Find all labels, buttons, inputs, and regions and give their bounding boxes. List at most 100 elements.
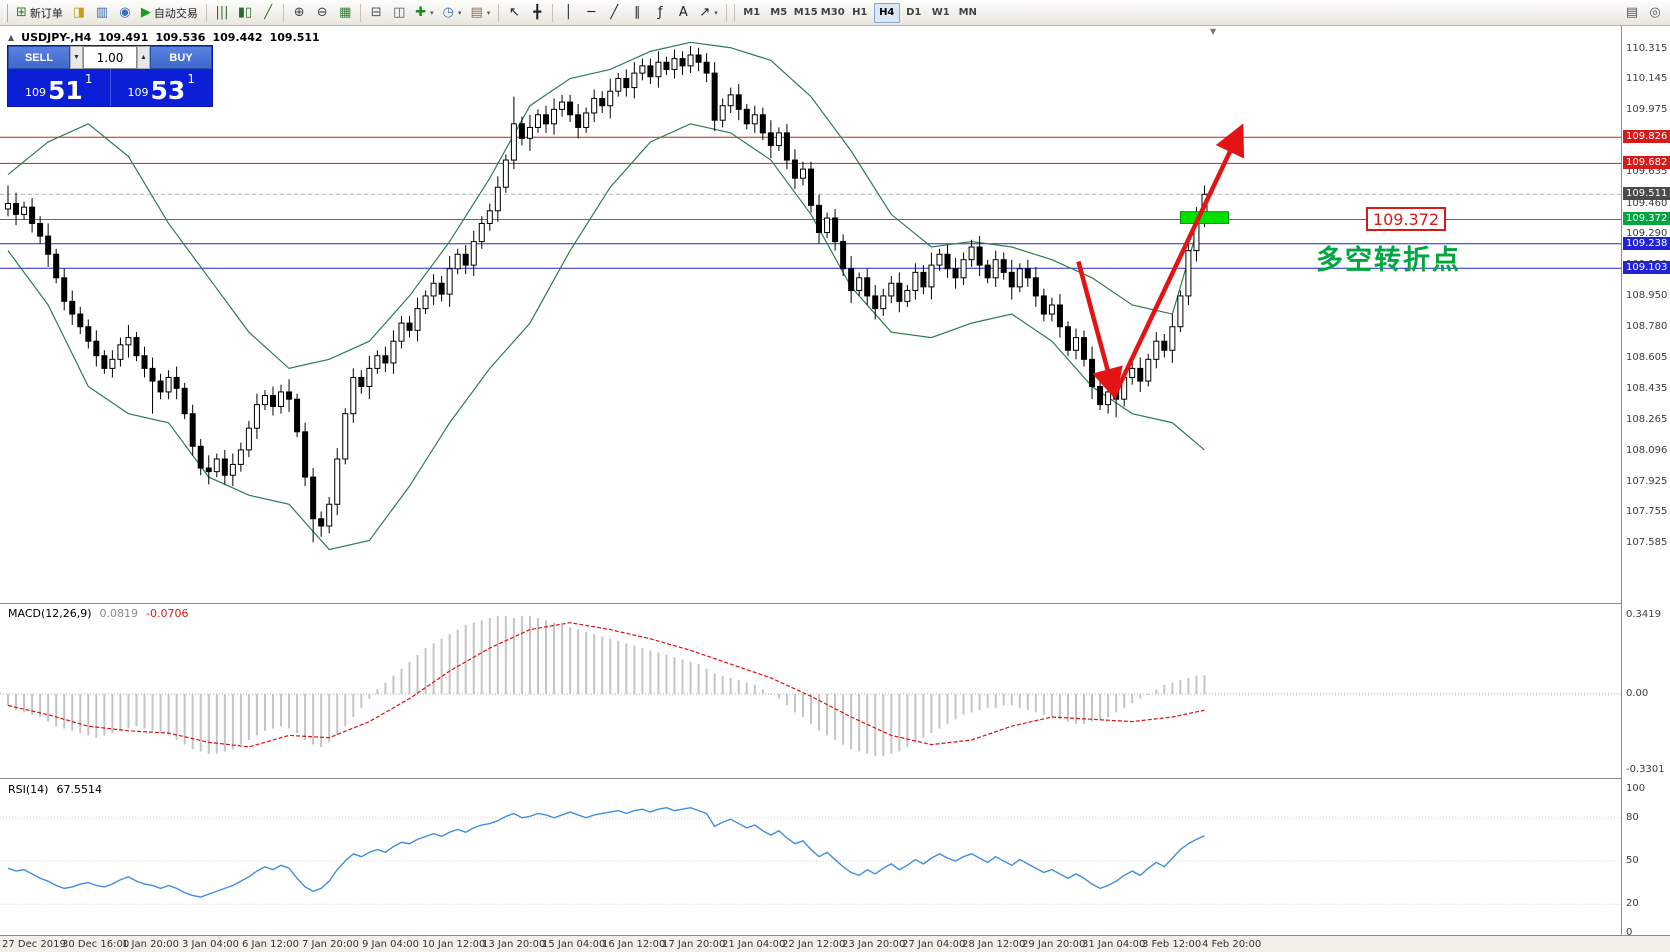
autotrading-button[interactable]: ▶ 自动交易 bbox=[137, 2, 202, 23]
terminal-icon[interactable]: ◉ bbox=[114, 2, 136, 23]
market-watch-icon[interactable]: ◨ bbox=[68, 2, 90, 23]
grid-icon[interactable]: ▦ bbox=[334, 2, 356, 23]
candle bbox=[390, 340, 397, 364]
zoom-in-icon[interactable]: ⊕ bbox=[288, 2, 310, 23]
price-level-flag[interactable]: 109.372 bbox=[1366, 207, 1446, 231]
macd-indicator-canvas[interactable] bbox=[0, 604, 1622, 778]
tf-h1[interactable]: H1 bbox=[847, 3, 873, 23]
vertical-line-button[interactable]: │ bbox=[557, 2, 579, 23]
price-line-tag-109.826: 109.826 bbox=[1623, 130, 1670, 144]
volume-increase-button[interactable]: ▲ bbox=[137, 46, 150, 69]
price-line-tag-109.682: 109.682 bbox=[1623, 156, 1670, 170]
tf-m30[interactable]: M30 bbox=[820, 3, 846, 23]
candle bbox=[318, 518, 325, 527]
rsi-indicator-canvas[interactable] bbox=[0, 779, 1622, 935]
timeframe-toolbar: M1 M5 M15 M30 H1 H4 D1 W1 MN bbox=[739, 2, 981, 23]
candle bbox=[888, 282, 895, 297]
tf-h4[interactable]: H4 bbox=[873, 2, 900, 23]
candlestick-chart-icon[interactable]: ▮▯ bbox=[234, 2, 256, 23]
navigator-icon[interactable]: ▥ bbox=[91, 2, 113, 23]
collapse-trade-panel-icon[interactable]: ▲ bbox=[8, 33, 15, 42]
time-axis-label: 17 Jan 20:00 bbox=[662, 939, 726, 950]
time-axis-label: 27 Jan 04:00 bbox=[902, 939, 966, 950]
crosshair-button[interactable]: ╋ bbox=[526, 2, 548, 23]
candle bbox=[21, 206, 28, 215]
tf-w1[interactable]: W1 bbox=[928, 3, 954, 23]
candle bbox=[29, 206, 36, 224]
macd-name: MACD(12,26,9) bbox=[8, 607, 92, 620]
candle bbox=[85, 326, 92, 342]
tf-m15[interactable]: M15 bbox=[793, 3, 819, 23]
candle bbox=[1105, 391, 1112, 406]
sell-button[interactable]: SELL bbox=[8, 46, 70, 69]
up-trend-arrow[interactable] bbox=[1112, 123, 1245, 397]
camera-icon[interactable]: ◎ bbox=[1644, 2, 1666, 23]
chart-settings-button[interactable]: ▤ ▾ bbox=[467, 2, 495, 23]
periods-button: ◷ bbox=[442, 5, 454, 20]
price-chart-canvas[interactable] bbox=[0, 26, 1622, 603]
ask-price[interactable]: 109 53 1 bbox=[111, 69, 213, 106]
cascade-windows-icon[interactable]: ◫ bbox=[388, 2, 410, 23]
candle bbox=[1064, 326, 1071, 351]
zoom-out-icon[interactable]: ⊖ bbox=[311, 2, 333, 23]
panel-separator[interactable] bbox=[0, 603, 1670, 604]
candle bbox=[928, 264, 935, 288]
tf-mn[interactable]: MN bbox=[955, 3, 981, 23]
line-chart-icon: ╱ bbox=[264, 5, 273, 20]
macd-signal-value: -0.0706 bbox=[146, 607, 189, 620]
text-button[interactable]: A bbox=[672, 2, 694, 23]
volume-decrease-button[interactable]: ▼ bbox=[70, 46, 83, 69]
arrow-tools-button[interactable]: ↗ ▾ bbox=[695, 2, 721, 23]
toolbar-divider bbox=[360, 3, 362, 22]
time-axis-label: 10 Jan 12:00 bbox=[422, 939, 486, 950]
candle bbox=[494, 186, 501, 212]
cursor-button[interactable]: ↖ bbox=[503, 2, 525, 23]
candle bbox=[904, 289, 911, 302]
candle bbox=[695, 54, 702, 63]
toolbar-grip[interactable] bbox=[4, 3, 8, 22]
time-axis[interactable]: 27 Dec 2019 30 Dec 16:00 1 Jan 20:00 3 Jan … bbox=[0, 935, 1670, 952]
candle bbox=[1185, 250, 1192, 297]
trendline-button[interactable]: ╱ bbox=[603, 2, 625, 23]
line-chart-icon[interactable]: ╱ bbox=[257, 2, 279, 23]
chart-shift-marker-icon[interactable]: ▼ bbox=[1210, 27, 1217, 36]
candle bbox=[623, 78, 630, 89]
horizontal-line-button[interactable]: ─ bbox=[580, 2, 602, 23]
turning-point-text[interactable]: 多空转折点 bbox=[1316, 245, 1461, 276]
print-icon[interactable]: ▤ bbox=[1621, 2, 1643, 23]
candle bbox=[446, 268, 453, 295]
bar-chart-icon[interactable]: ||| bbox=[211, 2, 233, 23]
crosshair-button: ╋ bbox=[533, 5, 542, 20]
candle bbox=[278, 391, 285, 407]
periods-button[interactable]: ◷ ▾ bbox=[439, 2, 466, 23]
dropdown-caret-icon: ▾ bbox=[430, 8, 434, 17]
volume-input[interactable] bbox=[83, 46, 137, 69]
fibonacci-button[interactable]: ƒ bbox=[649, 2, 671, 23]
bar-chart-icon: ||| bbox=[215, 5, 229, 20]
tf-m1[interactable]: M1 bbox=[739, 3, 765, 23]
tf-d1[interactable]: D1 bbox=[901, 3, 927, 23]
new-chart-button[interactable]: ✚ ▾ bbox=[411, 2, 437, 23]
buy-button[interactable]: BUY bbox=[150, 46, 212, 69]
support-zone-highlight[interactable] bbox=[1179, 211, 1230, 224]
tf-m5[interactable]: M5 bbox=[766, 3, 792, 23]
candle bbox=[366, 367, 373, 388]
candle bbox=[727, 94, 734, 107]
candle bbox=[856, 277, 863, 291]
price-tick-label: 108.096 bbox=[1626, 444, 1668, 456]
ohlc-low: 109.442 bbox=[212, 31, 263, 44]
tile-windows-icon[interactable]: ⊟ bbox=[365, 2, 387, 23]
down-trend-arrow[interactable] bbox=[1076, 260, 1123, 400]
bid-price[interactable]: 109 51 1 bbox=[8, 69, 110, 106]
candle bbox=[1072, 337, 1079, 351]
new-order-button[interactable]: ⊞ 新订单 bbox=[12, 2, 67, 23]
candle bbox=[5, 203, 11, 210]
panel-separator[interactable] bbox=[0, 778, 1670, 779]
ohlc-open: 109.491 bbox=[98, 31, 149, 44]
price-axis[interactable]: 110.315110.145109.975109.805109.635109.4… bbox=[1622, 26, 1670, 938]
macd-main-value: 0.0819 bbox=[99, 607, 139, 620]
candle bbox=[824, 217, 831, 234]
time-axis-label: 3 Jan 04:00 bbox=[182, 939, 239, 950]
channel-button[interactable]: ∥ bbox=[626, 2, 648, 23]
candle bbox=[406, 322, 413, 331]
